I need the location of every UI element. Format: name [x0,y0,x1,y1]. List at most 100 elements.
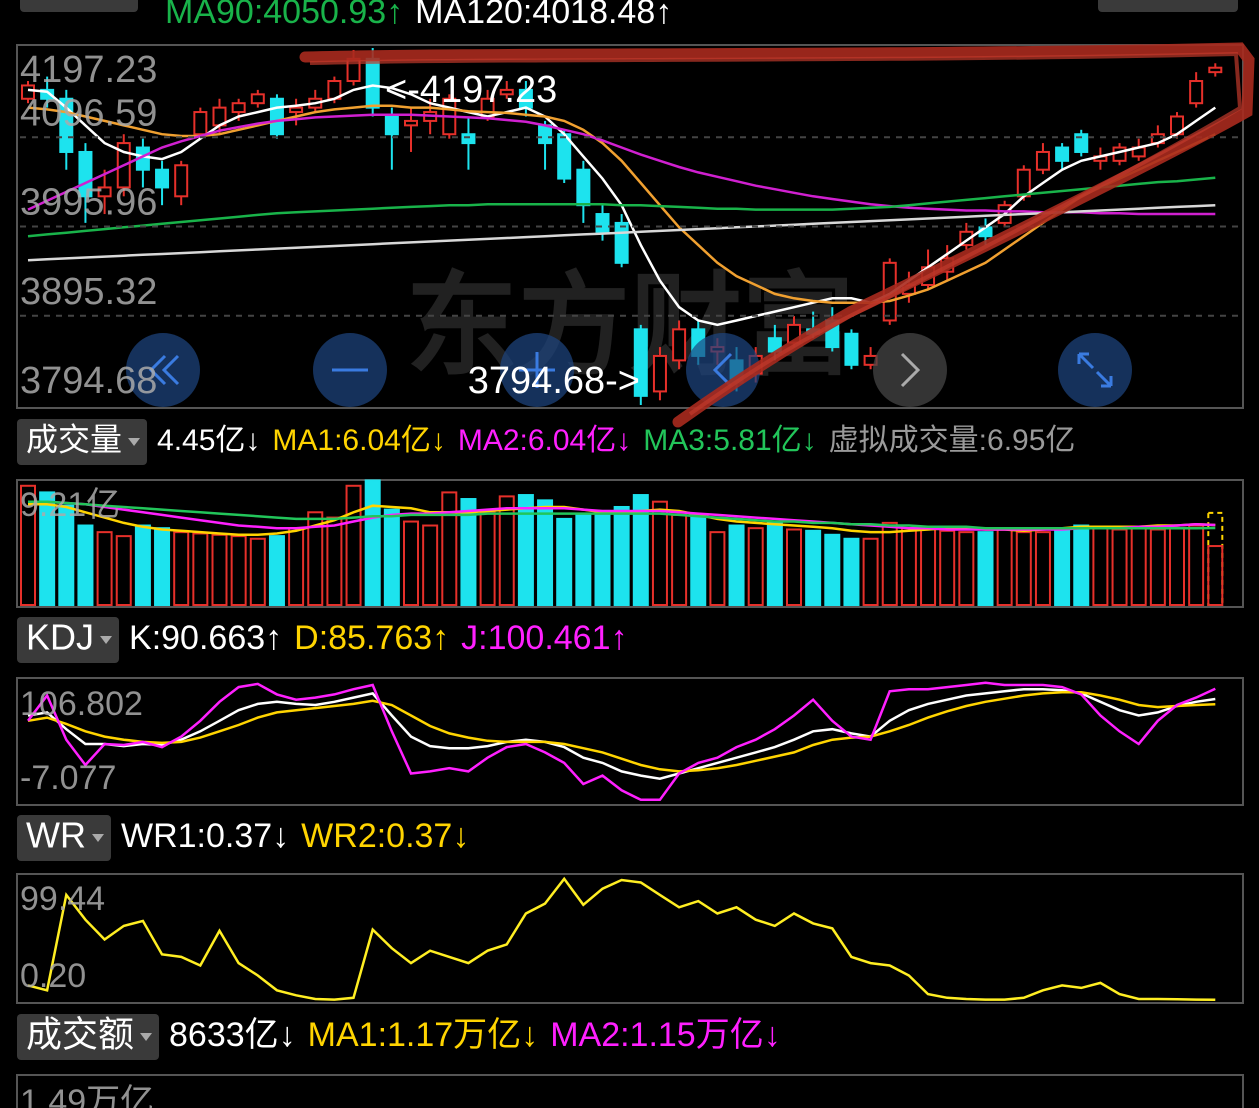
indicator-line [27,687,1216,780]
candle-body [595,213,610,233]
dropdown-arrow [91,834,104,842]
y-tick-label: 3794.68 [20,360,157,402]
y-tick-label: 0.20 [20,957,86,995]
y-tick-label: 99.44 [20,880,105,918]
volume-bar [690,516,707,607]
volume-bar [958,531,975,606]
volume-bar [1188,524,1205,607]
indicator-line [27,104,1216,304]
indicator-value: K:90.663↑ [129,619,282,657]
extreme-annotation: <-4197.23 [385,69,557,111]
candle-body [269,97,284,136]
indicator-button-label: 成交额 [26,1014,134,1055]
volume-bar [1073,524,1090,607]
mode-button[interactable] [1098,0,1238,12]
volume-bar [115,535,132,606]
indicator-line [27,113,1216,216]
indicator-button[interactable] [17,419,148,465]
candle-body [1035,150,1050,171]
candle-body [652,354,667,393]
volume-bar [862,537,879,606]
kdj-panel [16,677,1244,806]
volume-bar [805,529,822,606]
nav-zoom-out[interactable] [313,333,387,407]
volume-bar [134,524,151,607]
indicator-value: MA3:5.81亿↓ [643,424,816,457]
y-tick-label: 106.802 [20,685,143,723]
volume-bar [268,535,285,606]
indicator-value: WR1:0.37↓ [121,817,289,855]
volume-bar [537,499,554,606]
volume-bar [747,527,764,607]
indicator-value: MA2:1.15万亿↓ [550,1016,781,1054]
volume-bar [996,528,1013,606]
extreme-annotation: 3794.68-> [468,360,640,402]
indicator-line [28,500,1216,530]
indicator-line [27,203,1216,262]
indicator-value: MA90:4050.93↑ [165,0,403,31]
period-button[interactable] [20,0,138,12]
candle-body [155,168,170,189]
indicator-line [28,500,1216,531]
candle-body [384,115,399,136]
y-tick-label: 3995.96 [20,182,157,224]
volume-bar [728,524,745,607]
volume-bar [939,529,956,606]
volume-bar [364,479,381,607]
nav-next[interactable] [873,333,947,407]
volume-bar [77,524,94,607]
nav-zoom-in[interactable] [500,333,574,407]
volume-bar [154,527,171,607]
candle-body [461,133,476,145]
indicator-value: 4.45亿↓ [157,424,260,457]
dropdown-arrow [100,636,113,644]
volume-bar [881,521,898,607]
volume-bar [345,484,362,607]
y-tick-label: 9.21亿 [20,486,120,524]
indicator-line [27,876,1216,1002]
volume-bar [211,533,228,606]
volume-bar [594,509,611,606]
nav-prev[interactable] [686,333,760,407]
indicator-button[interactable] [17,617,120,663]
volume-bar [403,520,419,607]
candle-body [1055,146,1070,162]
volume-bar [1207,545,1224,607]
candle-body [614,221,629,264]
indicator-button-label: WR [26,815,86,856]
volume-bar [39,491,56,607]
wr-panel [16,873,1244,1004]
candle-body [538,124,553,145]
volume-bar [1130,527,1147,607]
candle-body [289,106,304,114]
indicator-value: MA1:1.17万亿↓ [308,1016,539,1054]
nav-first[interactable] [126,333,200,407]
indicator-button[interactable] [17,815,111,861]
volume-bar [288,527,305,607]
volume-bar [422,524,439,607]
indicator-value: MA2:6.04亿↓ [458,424,631,457]
indicator-value: WR2:0.37↓ [301,817,469,855]
indicator-value: D:85.763↑ [294,619,449,657]
volume-bar [192,532,209,606]
volume-bar [632,494,649,606]
candle-body [672,328,687,362]
candle-body [365,57,380,109]
volume-bar [20,484,36,607]
volume-bar [766,521,783,607]
nav-expand[interactable] [1058,333,1132,407]
y-tick-label: 4197.23 [20,49,157,91]
candle-body [231,102,246,114]
hand-drawn-marker [309,51,1243,416]
indicator-button[interactable] [17,1014,160,1060]
candle-body [193,111,208,136]
volume-bar [383,508,400,606]
candle-body [1208,66,1223,74]
nav-buttons [126,333,1132,407]
volume-bar [498,495,515,606]
indicator-button-label: KDJ [26,617,94,658]
volume-bar [709,531,726,606]
y-tick-label: 1.49万亿 [20,1083,154,1108]
volume-bar [900,527,917,607]
volume-bar [307,511,324,607]
